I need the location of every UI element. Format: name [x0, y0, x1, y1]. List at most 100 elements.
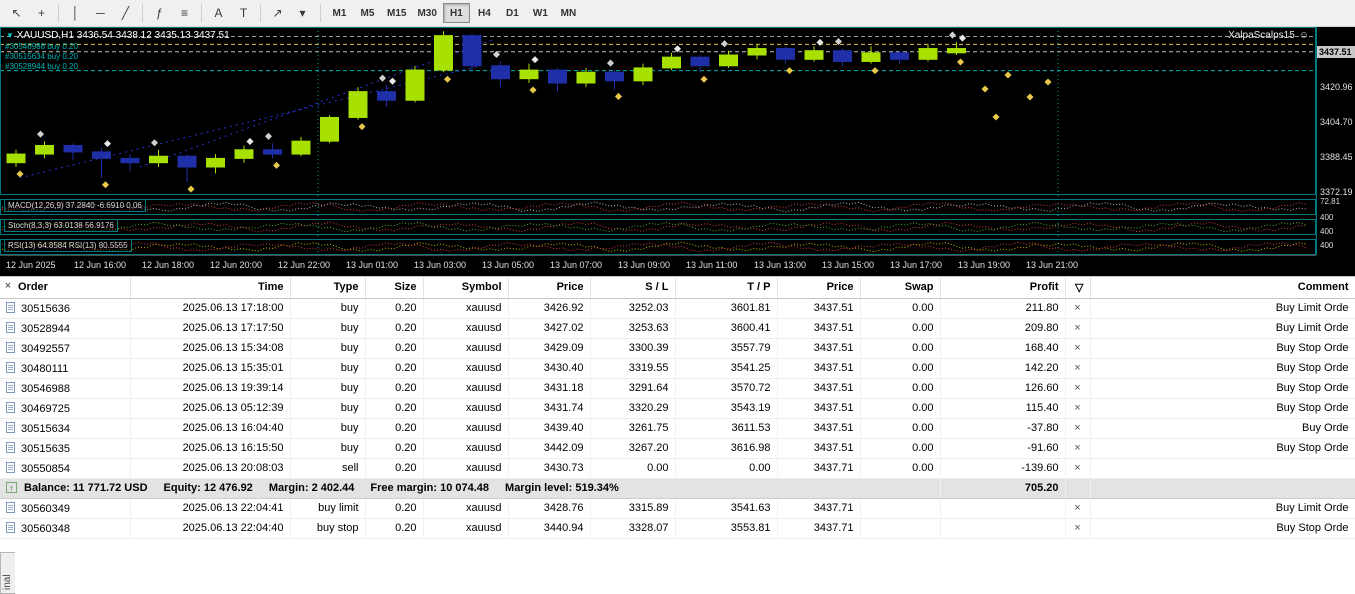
timeframe-m30-button[interactable]: M30: [412, 3, 441, 23]
chart-dropdown-icon[interactable]: ▼: [6, 31, 14, 40]
order-profit: [940, 498, 1066, 519]
trendline[interactable]: [19, 65, 481, 179]
order-tp: 3616.98: [675, 438, 778, 459]
time-tick: 12 Jun 20:00: [210, 260, 263, 270]
price-scale[interactable]: 3420.96 3404.70 3388.45 3372.19 3437.51 72.81…: [1316, 27, 1355, 255]
order-row[interactable]: 30515634 2025.06.13 16:04:40 buy 0.20 xauusd…: [0, 418, 1355, 439]
col-header-order-id[interactable]: Order: [0, 277, 131, 299]
col-header-order-type[interactable]: Type: [290, 277, 366, 299]
order-tp: 3600.41: [675, 318, 778, 339]
timeframe-m5-button[interactable]: M5: [354, 3, 381, 23]
timeframe-d1-button[interactable]: D1: [499, 3, 526, 23]
trendline[interactable]: [139, 39, 493, 168]
close-order-button[interactable]: ×: [1065, 318, 1091, 339]
panel-close-button[interactable]: ×: [4, 280, 12, 292]
order-row[interactable]: 30515636 2025.06.13 17:18:00 buy 0.20 xauusd…: [0, 298, 1355, 319]
price-tick: 3404.70: [1320, 117, 1353, 128]
close-order-button[interactable]: ×: [1065, 518, 1091, 539]
pending-order-row[interactable]: 30560349 2025.06.13 22:04:41 buy limit 0.20…: [0, 498, 1355, 519]
order-type: buy: [290, 298, 366, 319]
close-order-button[interactable]: ×: [1065, 498, 1091, 519]
order-price: 3431.74: [508, 398, 591, 419]
order-row[interactable]: 30515635 2025.06.13 16:15:50 buy 0.20 xauusd…: [0, 438, 1355, 459]
arrows-icon: ↗: [272, 6, 283, 20]
tool-arrows-button[interactable]: ↗: [265, 2, 290, 24]
col-header-order-time[interactable]: Time: [130, 277, 291, 299]
close-order-button[interactable]: ×: [1065, 378, 1091, 399]
signal-marker-icon: [246, 137, 254, 145]
col-header-order-symbol[interactable]: Symbol: [423, 277, 509, 299]
toolbar-separator: [58, 4, 59, 22]
terminal-tab[interactable]: inal: [0, 552, 15, 594]
order-row[interactable]: 30546988 2025.06.13 19:39:14 buy 0.20 xauusd…: [0, 378, 1355, 399]
close-order-button[interactable]: ×: [1065, 418, 1091, 439]
close-order-button[interactable]: ×: [1065, 358, 1091, 379]
timeframe-h1-button[interactable]: H1: [442, 3, 470, 23]
time-tick: 12 Jun 2025: [6, 260, 56, 270]
order-row[interactable]: 30469725 2025.06.13 05:12:39 buy 0.20 xauusd…: [0, 398, 1355, 419]
sort-indicator[interactable]: ▽: [1065, 277, 1091, 299]
timeframe-m15-button[interactable]: M15: [382, 3, 411, 23]
order-row[interactable]: 30480111 2025.06.13 15:35:01 buy 0.20 xauusd…: [0, 358, 1355, 379]
order-size: 0.20: [365, 318, 424, 339]
tool-cursor-button[interactable]: ↖: [4, 2, 29, 24]
signal-marker-icon: [871, 67, 879, 75]
timeframe-w1-button[interactable]: W1: [527, 3, 554, 23]
col-header-current-price[interactable]: Price: [777, 277, 861, 299]
candle: [833, 50, 852, 62]
tool-crosshair-button[interactable]: +: [29, 2, 54, 24]
close-order-button[interactable]: ×: [1065, 298, 1091, 319]
col-header-order-price[interactable]: Price: [508, 277, 591, 299]
timeframe-h4-button[interactable]: H4: [471, 3, 498, 23]
order-doc-icon: [6, 501, 15, 513]
tool-horizontal-line-button[interactable]: ─: [88, 2, 113, 24]
balance-row[interactable]: ↑ Balance: 11 771.72 USD Equity: 12 476.92…: [0, 477, 1355, 499]
chart-window[interactable]: ▼ XAUUSD,H1 3436.54 3438.12 3435.13 3437…: [0, 27, 1355, 276]
tool-fibonacci-button[interactable]: ƒ: [147, 2, 172, 24]
order-id: 30480111: [0, 358, 131, 379]
order-comment: [1090, 458, 1355, 479]
col-header-order-profit[interactable]: Profit: [940, 277, 1066, 299]
order-row[interactable]: 30528944 2025.06.13 17:17:50 buy 0.20 xauusd…: [0, 318, 1355, 339]
order-doc-icon: [6, 361, 15, 373]
order-type: buy stop: [290, 518, 366, 539]
indicator-line: [1, 201, 1307, 213]
order-row[interactable]: 30492557 2025.06.13 15:34:08 buy 0.20 xauusd…: [0, 338, 1355, 359]
close-order-button[interactable]: ×: [1065, 458, 1091, 479]
order-row[interactable]: 30550854 2025.06.13 20:08:03 sell 0.20 xauus…: [0, 458, 1355, 479]
tool-grid-button[interactable]: ≡: [172, 2, 197, 24]
order-profit: 115.40: [940, 398, 1066, 419]
col-header-order-size[interactable]: Size: [365, 277, 424, 299]
order-profit: 168.40: [940, 338, 1066, 359]
time-axis[interactable]: 12 Jun 2025 12 Jun 16:00 12 Jun 18:00 12 Ju…: [0, 255, 1316, 275]
pending-order-row[interactable]: 30560348 2025.06.13 22:04:40 buy stop 0.20 x…: [0, 518, 1355, 539]
candle: [348, 91, 368, 118]
order-sl: 3267.20: [590, 438, 676, 459]
tool-vertical-line-button[interactable]: │: [63, 2, 88, 24]
indicator-label: Stoch(8,3,3) 63.0138 56.9176: [4, 219, 118, 232]
close-order-button[interactable]: ×: [1065, 338, 1091, 359]
candle: [776, 48, 795, 60]
order-profit: 126.60: [940, 378, 1066, 399]
close-order-button[interactable]: ×: [1065, 398, 1091, 419]
timeframe-m1-button[interactable]: M1: [326, 3, 353, 23]
tool-trendline-button[interactable]: ╱: [113, 2, 138, 24]
current-price: 3437.51: [777, 418, 861, 439]
col-header-order-tp[interactable]: T / P: [675, 277, 778, 299]
col-header-order-comment[interactable]: Comment: [1090, 277, 1355, 299]
order-time: 2025.06.13 22:04:40: [130, 518, 291, 539]
signal-marker-icon: [150, 139, 159, 147]
candlestick-chart[interactable]: [0, 27, 1316, 255]
close-order-button[interactable]: ×: [1065, 438, 1091, 459]
tool-text-label-button[interactable]: T: [231, 2, 256, 24]
tool-arrows-dropdown-button[interactable]: ▾: [290, 2, 315, 24]
order-type: buy: [290, 418, 366, 439]
tool-text-button[interactable]: A: [206, 2, 231, 24]
order-size: 0.20: [365, 458, 424, 479]
col-header-order-swap[interactable]: Swap: [860, 277, 941, 299]
timeframe-mn-button[interactable]: MN: [555, 3, 582, 23]
col-header-order-sl[interactable]: S / L: [590, 277, 676, 299]
